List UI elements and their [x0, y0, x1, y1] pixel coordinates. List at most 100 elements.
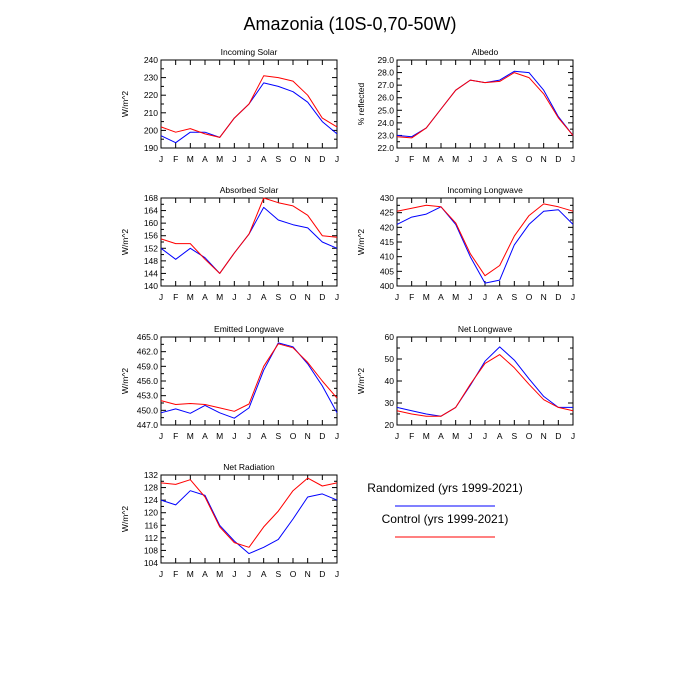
series-line-randomized [160, 342, 338, 419]
x-tick-label: J [483, 431, 487, 441]
x-tick-label: F [173, 292, 178, 302]
x-tick-label: J [571, 431, 575, 441]
x-tick-label: O [290, 154, 297, 164]
y-tick-label: 425 [380, 208, 394, 218]
y-tick-label: 148 [144, 256, 158, 266]
y-tick-label: 190 [144, 143, 158, 153]
x-tick-label: J [159, 569, 163, 579]
y-tick-label: 156 [144, 231, 158, 241]
x-tick-label: S [275, 431, 281, 441]
plot-frame [396, 336, 574, 426]
y-tick-label: 240 [144, 55, 158, 65]
y-axis-label: W/m^2 [120, 91, 130, 117]
x-tick-label: A [202, 431, 208, 441]
x-tick-label: M [216, 431, 223, 441]
x-tick-label: J [395, 431, 399, 441]
x-tick-label: M [187, 569, 194, 579]
x-tick-label: D [555, 154, 561, 164]
x-tick-label: M [216, 154, 223, 164]
x-tick-label: N [541, 431, 547, 441]
x-tick-label: S [275, 569, 281, 579]
x-tick-label: F [173, 154, 178, 164]
x-tick-label: S [511, 154, 517, 164]
panel-title: Net Radiation [223, 462, 275, 472]
x-tick-label: J [468, 292, 472, 302]
panel-title: Albedo [472, 47, 499, 57]
y-tick-label: 26.0 [377, 93, 394, 103]
x-tick-label: A [202, 154, 208, 164]
plot-frame [396, 59, 574, 149]
y-tick-label: 104 [144, 558, 158, 568]
x-tick-label: J [232, 292, 236, 302]
x-tick-label: M [452, 431, 459, 441]
legend-label-control: Control (yrs 1999-2021) [382, 512, 509, 526]
x-tick-label: J [335, 154, 339, 164]
x-tick-label: M [452, 292, 459, 302]
series-line-control [160, 343, 338, 412]
x-tick-label: N [305, 292, 311, 302]
x-tick-label: J [468, 154, 472, 164]
y-tick-label: 108 [144, 545, 158, 555]
x-tick-label: D [319, 431, 325, 441]
plot-frame [160, 197, 338, 287]
y-tick-label: 450.0 [137, 405, 159, 415]
x-tick-label: N [541, 292, 547, 302]
y-tick-label: 230 [144, 73, 158, 83]
series-line-control [160, 75, 338, 138]
y-tick-label: 415 [380, 237, 394, 247]
y-tick-label: 28.0 [377, 68, 394, 78]
y-tick-label: 112 [144, 533, 158, 543]
panel-3: Absorbed Solar W/m^2 140 144 148 152 156 160 164… [120, 185, 339, 302]
y-tick-label: 132 [144, 470, 158, 480]
y-tick-label: 160 [144, 218, 158, 228]
y-tick-label: 124 [144, 495, 158, 505]
y-tick-label: 400 [380, 281, 394, 291]
panel-title: Incoming Longwave [447, 185, 523, 195]
x-tick-label: M [423, 292, 430, 302]
series-line-randomized [396, 206, 574, 284]
x-tick-label: J [335, 569, 339, 579]
panel-title: Absorbed Solar [220, 185, 279, 195]
y-tick-label: 447.0 [137, 420, 159, 430]
y-tick-label: 20 [385, 420, 395, 430]
x-tick-label: J [247, 154, 251, 164]
x-tick-label: F [409, 154, 414, 164]
y-tick-label: 465.0 [137, 332, 159, 342]
y-tick-label: 164 [144, 206, 158, 216]
x-tick-label: A [497, 154, 503, 164]
x-tick-label: N [305, 569, 311, 579]
x-tick-label: J [571, 292, 575, 302]
figure-title: Amazonia (10S-0,70-50W) [243, 14, 456, 34]
x-tick-label: D [555, 431, 561, 441]
series-line-control [396, 72, 574, 139]
x-tick-label: M [187, 431, 194, 441]
x-tick-label: M [216, 292, 223, 302]
panel-4: Incoming Longwave W/m^2 400 405 410 415 420 425… [356, 185, 575, 302]
x-tick-label: J [159, 154, 163, 164]
x-tick-label: A [261, 292, 267, 302]
x-tick-label: N [541, 154, 547, 164]
y-tick-label: 116 [144, 520, 158, 530]
x-tick-label: J [159, 292, 163, 302]
panel-2: Albedo % reflected 22.0 23.0 24.0 25.0 26.0 27.… [356, 47, 575, 164]
y-tick-label: 120 [144, 508, 158, 518]
x-tick-label: O [290, 431, 297, 441]
x-tick-label: S [275, 292, 281, 302]
x-tick-label: J [335, 292, 339, 302]
x-tick-label: O [526, 292, 533, 302]
y-tick-label: 140 [144, 281, 158, 291]
y-axis-label: W/m^2 [120, 506, 130, 532]
x-tick-label: M [187, 154, 194, 164]
x-tick-label: M [423, 154, 430, 164]
x-tick-label: J [232, 569, 236, 579]
x-tick-label: A [497, 292, 503, 302]
x-tick-label: O [290, 292, 297, 302]
y-tick-label: 220 [144, 90, 158, 100]
y-tick-label: 27.0 [377, 80, 394, 90]
x-tick-label: N [305, 431, 311, 441]
series-line-randomized [160, 490, 338, 555]
x-tick-label: J [468, 431, 472, 441]
x-tick-label: A [202, 292, 208, 302]
x-tick-label: D [319, 569, 325, 579]
